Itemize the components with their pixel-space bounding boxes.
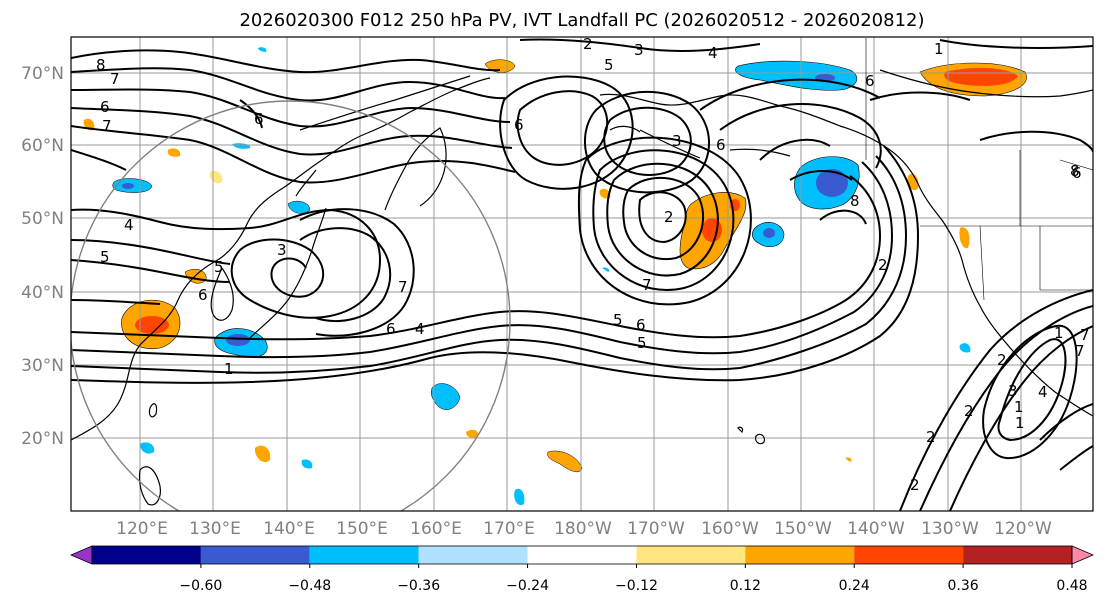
svg-text:7: 7 bbox=[1080, 326, 1090, 344]
colorbar-tick-label: −0.60 bbox=[179, 578, 222, 594]
contour-labels: 2 3 4 5 1 6 7 8 6 7 6 6 3 6 2 8 4 5 3 5 … bbox=[96, 35, 1090, 494]
longitude-label: 170°E bbox=[483, 519, 535, 539]
longitude-label: 160°W bbox=[701, 519, 759, 539]
svg-text:5: 5 bbox=[100, 248, 110, 266]
colorbar-segment bbox=[636, 546, 746, 564]
svg-text:6: 6 bbox=[386, 320, 396, 338]
colorbar-segment bbox=[745, 546, 855, 564]
colorbar-segment bbox=[963, 546, 1072, 564]
svg-text:5: 5 bbox=[214, 258, 224, 276]
svg-text:7: 7 bbox=[642, 276, 652, 294]
svg-text:2: 2 bbox=[878, 256, 888, 274]
svg-text:8: 8 bbox=[850, 192, 860, 210]
colorbar-segment bbox=[92, 546, 201, 564]
longitude-label: 170°W bbox=[627, 519, 685, 539]
svg-text:4: 4 bbox=[708, 44, 718, 62]
svg-text:6: 6 bbox=[865, 72, 875, 90]
svg-text:4: 4 bbox=[124, 216, 134, 234]
pv-contours bbox=[71, 38, 1093, 511]
svg-text:1: 1 bbox=[1015, 414, 1025, 432]
longitude-label: 130°E bbox=[189, 519, 241, 539]
colorbar-segment bbox=[854, 546, 964, 564]
svg-text:2: 2 bbox=[997, 351, 1007, 369]
svg-text:7: 7 bbox=[398, 278, 408, 296]
longitude-label: 120°W bbox=[994, 519, 1052, 539]
pv-anomaly-shading bbox=[83, 47, 1027, 506]
colorbar-segment bbox=[418, 546, 528, 564]
longitude-label: 130°W bbox=[921, 519, 979, 539]
svg-text:2: 2 bbox=[583, 35, 593, 53]
svg-text:6: 6 bbox=[198, 286, 208, 304]
svg-text:8: 8 bbox=[1070, 162, 1080, 180]
colorbar-tick-label: 0.36 bbox=[948, 578, 979, 594]
latitude-label: 40°N bbox=[21, 283, 64, 303]
svg-text:5: 5 bbox=[613, 311, 623, 329]
svg-text:3: 3 bbox=[1008, 382, 1018, 400]
latitude-label: 70°N bbox=[21, 64, 64, 84]
svg-text:7: 7 bbox=[102, 117, 112, 135]
svg-text:6: 6 bbox=[1072, 164, 1082, 182]
svg-text:3: 3 bbox=[277, 241, 287, 259]
svg-text:6: 6 bbox=[254, 110, 264, 128]
colorbar-extend-min bbox=[69, 545, 93, 565]
colorbar-tick-label: −0.36 bbox=[397, 578, 440, 594]
figure-title: 2026020300 F012 250 hPa PV, IVT Landfall… bbox=[239, 10, 924, 31]
longitude-label: 120°E bbox=[116, 519, 168, 539]
latitude-label: 50°N bbox=[21, 209, 64, 229]
longitude-labels: 120°E 130°E 140°E 150°E 160°E 170°E 180°W 170°W… bbox=[116, 519, 1052, 539]
svg-text:3: 3 bbox=[634, 41, 644, 59]
latitude-label: 60°N bbox=[21, 136, 64, 156]
latitude-label: 20°N bbox=[21, 429, 64, 449]
political-borders bbox=[865, 38, 1093, 301]
colorbar-segment bbox=[527, 546, 637, 564]
landfall-radius-circle bbox=[71, 100, 511, 511]
colorbar-segment bbox=[309, 546, 419, 564]
svg-text:4: 4 bbox=[415, 320, 425, 338]
svg-text:5: 5 bbox=[637, 334, 647, 352]
svg-text:2: 2 bbox=[910, 476, 920, 494]
svg-text:4: 4 bbox=[1038, 383, 1048, 401]
svg-text:6: 6 bbox=[636, 316, 646, 334]
colorbar: −0.60 −0.48 −0.36 −0.24 −0.12 0.12 0.24 0.36 0.4… bbox=[69, 545, 1095, 594]
svg-text:1: 1 bbox=[934, 40, 944, 58]
svg-text:2: 2 bbox=[964, 402, 974, 420]
svg-text:6: 6 bbox=[514, 116, 524, 134]
svg-text:7: 7 bbox=[110, 70, 120, 88]
colorbar-segment bbox=[200, 546, 310, 564]
colorbar-extend-max bbox=[1071, 545, 1095, 565]
longitude-label: 150°W bbox=[774, 519, 832, 539]
latitude-labels: 70°N 60°N 50°N 40°N 30°N 20°N bbox=[21, 64, 64, 449]
svg-text:3: 3 bbox=[672, 132, 682, 150]
colorbar-tick-label: −0.12 bbox=[615, 578, 658, 594]
svg-text:1: 1 bbox=[1054, 324, 1064, 342]
colorbar-outline bbox=[91, 545, 1073, 565]
longitude-label: 140°E bbox=[263, 519, 315, 539]
svg-text:2: 2 bbox=[664, 208, 674, 226]
latitude-label: 30°N bbox=[21, 356, 64, 376]
longitude-label: 160°E bbox=[410, 519, 462, 539]
svg-text:1: 1 bbox=[224, 360, 234, 378]
colorbar-tick-label: −0.24 bbox=[506, 578, 549, 594]
svg-text:1: 1 bbox=[1014, 398, 1024, 416]
longitude-label: 150°E bbox=[336, 519, 388, 539]
coastlines bbox=[71, 69, 1093, 506]
svg-text:5: 5 bbox=[604, 56, 614, 74]
map-frame bbox=[70, 36, 1094, 512]
svg-text:6: 6 bbox=[100, 98, 110, 116]
svg-text:8: 8 bbox=[96, 56, 106, 74]
svg-text:7: 7 bbox=[1075, 342, 1085, 360]
svg-text:2: 2 bbox=[926, 428, 936, 446]
longitude-label: 140°W bbox=[847, 519, 905, 539]
svg-text:6: 6 bbox=[716, 136, 726, 154]
longitude-label: 180°W bbox=[554, 519, 612, 539]
colorbar-tick-label: −0.48 bbox=[288, 578, 331, 594]
colorbar-tick-label: 0.48 bbox=[1056, 578, 1087, 594]
colorbar-tick-label: 0.12 bbox=[730, 578, 761, 594]
map-area bbox=[71, 37, 1093, 511]
colorbar-tick-label: 0.24 bbox=[839, 578, 870, 594]
